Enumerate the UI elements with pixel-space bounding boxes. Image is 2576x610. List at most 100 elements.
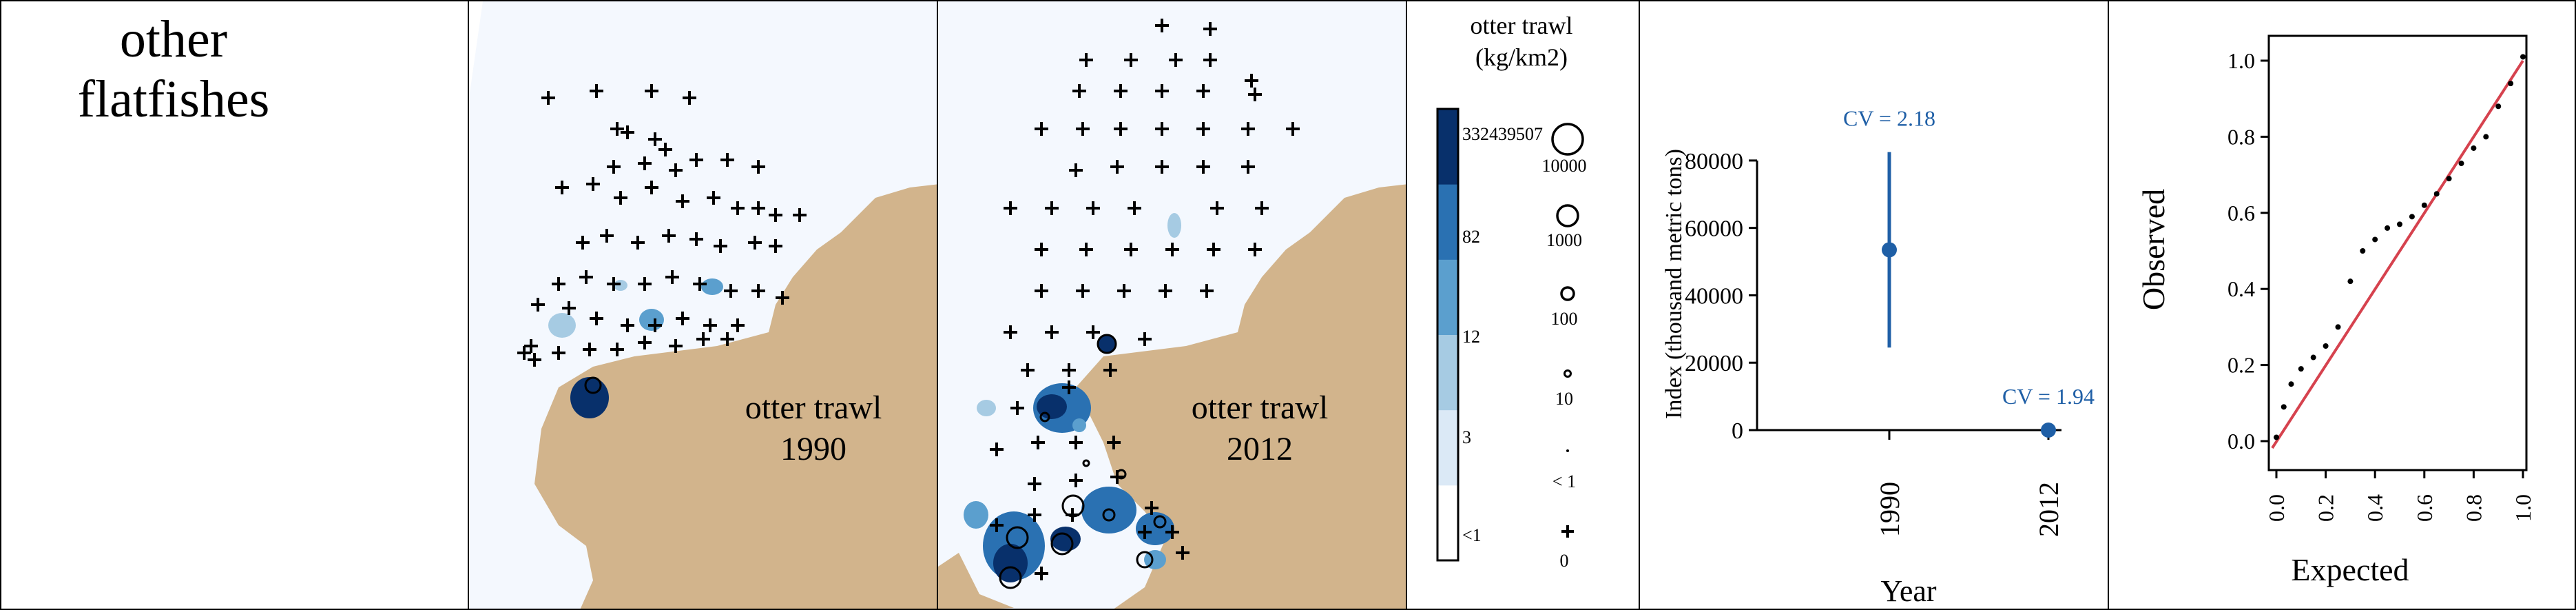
station-marker [1069,436,1083,449]
station-marker [1203,22,1217,36]
station-marker [631,236,645,250]
density-patch [977,400,996,416]
station-marker [1035,243,1048,256]
colorbar-label: 82 [1462,227,1480,247]
station-marker [524,339,538,353]
size-legend-label: 100 [1551,309,1578,329]
qq-chart: 0.0 0.2 0.4 0.6 0.8 1.0 0.0 0.2 0.4 0.6 0.8 1.0 Obs… [2136,34,2535,587]
station-marker [1241,122,1255,136]
size-legend-label: < 1 [1552,471,1576,491]
station-marker [1124,243,1138,256]
qq-reference-line [2271,59,2524,449]
qq-point [2458,161,2464,167]
station-marker [590,84,603,98]
map-svg-2012: otter trawl 2012 [938,1,1406,609]
colorbar-label: <1 [1462,525,1482,545]
station-marker [638,277,652,291]
station-marker [1110,160,1124,174]
qq-point [2385,225,2391,231]
size-legend-dot [1566,449,1569,452]
qq-point [2372,236,2378,243]
station-marker [1062,363,1076,377]
station-marker [665,270,679,284]
station-marker [1248,88,1262,101]
map-year-label: 2012 [1227,431,1293,467]
qq-y-axis-label: Observed [2136,189,2171,310]
qq-x-axis-label: Expected [2291,552,2409,587]
index-y-axis-label: Index (thousand metric tons) [1661,149,1687,419]
station-marker [720,332,734,346]
qq-plot-frame [2267,34,2528,471]
station-marker [1021,363,1035,377]
catch-circle [1136,551,1154,569]
station-marker [1066,508,1079,522]
qq-point [2508,81,2514,87]
qq-point [2281,404,2287,410]
station-marker [1165,243,1179,256]
density-patch [548,313,576,338]
size-legend-circle [1551,123,1584,156]
survey-stations [990,19,1300,580]
station-marker [1114,122,1128,136]
qq-point [2347,278,2354,285]
station-marker [1124,53,1138,67]
map-panel-1990: otter trawl 1990 [468,0,938,610]
station-marker [1110,470,1124,484]
catch-circle [1102,508,1116,522]
qq-y-tick-label: 0.2 [2227,353,2255,378]
station-marker [669,339,683,353]
station-marker [1196,160,1210,174]
catch-circle [584,376,602,394]
station-marker [1072,84,1086,98]
size-legend-label: 0 [1560,551,1569,571]
colorbar-segment [1437,184,1458,260]
station-marker [621,125,634,139]
station-marker [1117,284,1131,298]
qq-point [2483,134,2489,140]
station-marker [731,201,745,215]
station-marker [1159,284,1172,298]
index-x-tick-label: 1990 [1874,482,1905,537]
density-patch [701,278,723,295]
qq-point [2446,176,2452,182]
index-y-tick-label: 80000 [1685,149,1743,174]
station-marker [1010,401,1024,415]
station-marker [724,284,738,298]
station-marker [638,336,652,349]
station-marker [1169,53,1183,67]
station-marker [576,236,590,250]
station-marker [748,236,762,250]
land-mass [938,553,1014,609]
station-marker [1286,122,1300,136]
colorbar-label: 12 [1462,327,1480,347]
station-marker [552,346,565,360]
station-marker [610,343,624,356]
density-patch [1072,418,1086,432]
station-marker [1004,201,1017,215]
station-marker [751,201,765,215]
station-marker [1255,201,1269,215]
station-marker [1203,53,1217,67]
qq-point [2433,191,2440,197]
qq-point [2421,202,2427,208]
map-panel-2012: otter trawl 2012 [937,0,1407,610]
station-marker [720,153,734,167]
species-title-line2: flatfishes [77,70,270,128]
index-y-tick-label: 60000 [1685,216,1743,242]
station-marker [1086,201,1100,215]
station-marker [751,284,765,298]
station-marker [1155,160,1169,174]
station-marker [693,277,707,291]
station-marker [707,191,720,205]
colorbar-label: 332439507 [1462,124,1543,144]
station-marker [552,277,565,291]
station-marker [1045,201,1059,215]
index-x-axis-label: Year [1880,574,1936,608]
map-gear-label: otter trawl [745,389,882,426]
qq-point [2520,54,2526,60]
station-marker [1207,243,1221,256]
station-marker [1155,122,1169,136]
catch-circle [1097,334,1117,354]
station-marker [1045,325,1059,339]
